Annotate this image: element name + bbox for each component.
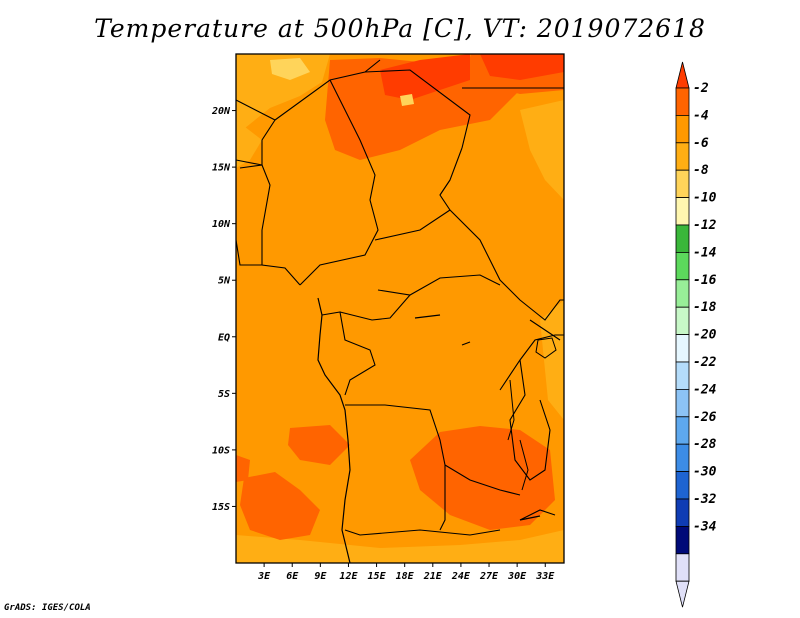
colorbar-swatch (675, 142, 690, 171)
colorbar-swatch (675, 416, 690, 445)
country-borders (236, 59, 564, 536)
lakes (507, 337, 557, 491)
colorbar-label: -14 (693, 245, 717, 260)
colorbar-swatch (675, 334, 690, 363)
colorbar-label: -2 (693, 81, 709, 96)
colorbar-swatch (675, 115, 690, 144)
colorbar-label: -20 (693, 328, 717, 343)
lon-label: 30E (507, 571, 527, 582)
lon-label: 9E (314, 571, 327, 582)
colorbar-swatch (675, 279, 690, 308)
colorbar-label: -4 (693, 108, 709, 123)
colorbar-label: -30 (693, 465, 717, 480)
temperature-field (236, 54, 564, 563)
lon-label: 33E (535, 571, 555, 582)
colorbar-bottom-arrow (675, 580, 690, 608)
colorbar-swatch (675, 224, 690, 253)
lon-label: 24E (451, 571, 471, 582)
colorbar-label: -8 (693, 163, 709, 178)
lat-label: 15N (212, 163, 231, 174)
lat-label: 20N (211, 106, 231, 117)
colorbar-top-arrow (675, 61, 690, 89)
colorbar-label: -24 (693, 382, 717, 397)
lat-label: 10S (212, 445, 230, 456)
colorbar-label: -34 (693, 519, 717, 534)
colorbar-swatch (675, 169, 690, 198)
colorbar-swatch (675, 361, 690, 390)
latitude-axis: 20N 15N 10N 5N EQ 5S 10S 15S (211, 106, 236, 513)
colorbar-swatch (675, 498, 690, 527)
colorbar-swatch (675, 471, 690, 500)
colorbar-label: -22 (693, 355, 717, 370)
lon-label: 15E (368, 571, 387, 582)
lon-label: 27E (479, 571, 499, 582)
colorbar-label: -28 (693, 437, 717, 452)
colorbar-label: -10 (693, 191, 717, 206)
lon-label: 21E (423, 571, 443, 582)
colorbar-swatch (675, 197, 690, 226)
lat-label: 5S (218, 389, 230, 400)
lon-label: 6E (286, 571, 299, 582)
colorbar-swatch (675, 87, 690, 116)
lon-label: 3E (257, 571, 271, 582)
lat-label: 10N (212, 219, 231, 230)
lon-label: 18E (396, 571, 415, 582)
colorbar-label: -32 (693, 492, 717, 507)
colorbar-label: -12 (693, 218, 717, 233)
colorbar-swatch (675, 306, 690, 336)
grads-credit: GrADS: IGES/COLA (4, 603, 91, 613)
lat-label: EQ (218, 332, 230, 343)
colorbar-swatch (675, 251, 690, 281)
colorbar-label: -18 (693, 300, 717, 315)
colorbar-label: -26 (693, 410, 717, 425)
colorbar-label: -6 (693, 136, 709, 151)
lat-label: 5N (218, 276, 231, 287)
coastline (317, 297, 541, 563)
colorbar-swatch (675, 388, 690, 418)
colorbar-swatch (675, 443, 690, 473)
lat-label: 15S (212, 502, 230, 513)
colorbar-label: -16 (693, 273, 717, 288)
colorbar: -2 -4 -6 -8 -10 -12 -14 -16 -18 -20 -22 -24 -26 -28 -3… (675, 61, 717, 608)
colorbar-swatch (675, 553, 690, 582)
map-title: Temperature at 500hPa [C], VT: 201907261… (94, 14, 706, 43)
longitude-axis: 3E 6E 9E 12E 15E 18E 21E 24E 27E 30E 33E (257, 563, 555, 582)
colorbar-swatch (675, 526, 690, 555)
map-frame (235, 53, 565, 564)
lon-label: 12E (339, 571, 358, 582)
